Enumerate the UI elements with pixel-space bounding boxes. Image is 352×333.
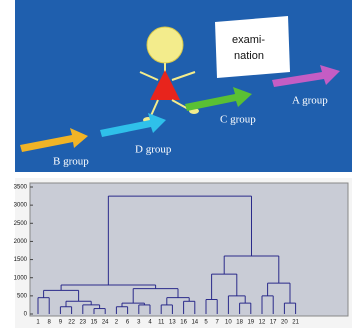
- leaf-label: 17: [270, 320, 277, 326]
- leaf-label: 15: [91, 320, 98, 326]
- sign-text: exami-: [232, 34, 265, 46]
- leaf-label: 20: [281, 320, 288, 326]
- sign-text: nation: [234, 50, 264, 62]
- leaf-label: 23: [79, 320, 86, 326]
- leaf-label: 16: [180, 320, 187, 326]
- leaf-label: 14: [191, 320, 198, 326]
- leaf-label: 10: [225, 320, 232, 326]
- plot-area: [30, 183, 348, 316]
- y-tick-label: 1000: [14, 275, 28, 281]
- group-label: D group: [135, 144, 172, 156]
- leaf-label: 11: [158, 320, 165, 326]
- y-tick-label: 1500: [14, 257, 28, 263]
- leaf-label: 21: [292, 320, 299, 326]
- leaf-label: 12: [259, 320, 266, 326]
- leaf-label: 24: [102, 320, 109, 326]
- leaf-label: 22: [68, 320, 75, 326]
- group-label: A group: [292, 95, 328, 107]
- page: {"illustration": {"sign": ["exami-", "na…: [0, 0, 352, 328]
- group-label: C group: [220, 114, 256, 126]
- y-tick-label: 3500: [14, 185, 28, 191]
- illustration-panel: [15, 0, 352, 172]
- y-tick-label: 500: [17, 293, 28, 299]
- leaf-label: 18: [236, 320, 243, 326]
- y-tick-label: 2500: [14, 221, 28, 227]
- y-tick-label: 3000: [14, 203, 28, 209]
- y-tick-label: 2000: [14, 239, 28, 245]
- figure: exami- nation A group B group C group D …: [0, 0, 352, 328]
- sign: [215, 16, 290, 78]
- group-label: B group: [53, 156, 89, 168]
- leaf-label: 19: [247, 320, 254, 326]
- leaf-label: 13: [169, 320, 176, 326]
